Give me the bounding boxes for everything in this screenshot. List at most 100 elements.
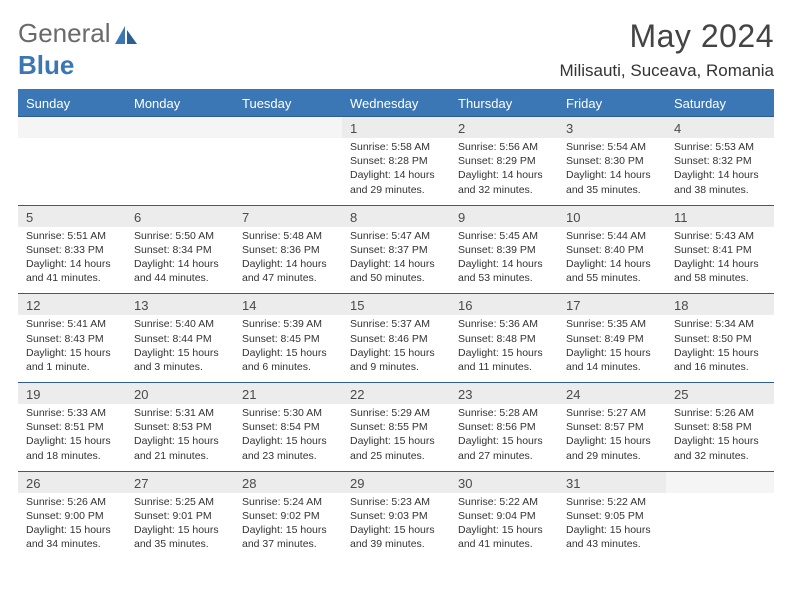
day-number-cell: 4 bbox=[666, 116, 774, 138]
day-number-cell: 3 bbox=[558, 116, 666, 138]
day-number-cell: 10 bbox=[558, 205, 666, 227]
sunrise-line: Sunrise: 5:39 AM bbox=[242, 317, 334, 331]
sunrise-line: Sunrise: 5:30 AM bbox=[242, 406, 334, 420]
daylight-line: Daylight: 15 hours and 39 minutes. bbox=[350, 523, 442, 551]
calendar-body: 1234Sunrise: 5:58 AMSunset: 8:28 PMDayli… bbox=[18, 116, 774, 559]
day-detail-cell: Sunrise: 5:22 AMSunset: 9:05 PMDaylight:… bbox=[558, 493, 666, 560]
day-number-cell bbox=[18, 116, 126, 138]
day-detail-cell: Sunrise: 5:44 AMSunset: 8:40 PMDaylight:… bbox=[558, 227, 666, 294]
sunrise-line: Sunrise: 5:44 AM bbox=[566, 229, 658, 243]
day-detail-cell: Sunrise: 5:58 AMSunset: 8:28 PMDaylight:… bbox=[342, 138, 450, 205]
day-detail-cell: Sunrise: 5:34 AMSunset: 8:50 PMDaylight:… bbox=[666, 315, 774, 382]
sunset-line: Sunset: 8:58 PM bbox=[674, 420, 766, 434]
daylight-line: Daylight: 14 hours and 47 minutes. bbox=[242, 257, 334, 285]
sunrise-line: Sunrise: 5:35 AM bbox=[566, 317, 658, 331]
sunset-line: Sunset: 8:37 PM bbox=[350, 243, 442, 257]
day-number-cell: 19 bbox=[18, 382, 126, 404]
day-number-cell: 5 bbox=[18, 205, 126, 227]
day-detail-cell bbox=[234, 138, 342, 205]
sunset-line: Sunset: 9:02 PM bbox=[242, 509, 334, 523]
day-number-cell: 29 bbox=[342, 471, 450, 493]
day-detail-cell: Sunrise: 5:26 AMSunset: 9:00 PMDaylight:… bbox=[18, 493, 126, 560]
day-number-cell: 13 bbox=[126, 293, 234, 315]
daylight-line: Daylight: 15 hours and 21 minutes. bbox=[134, 434, 226, 462]
dow-cell: Wednesday bbox=[342, 91, 450, 116]
day-number-cell: 15 bbox=[342, 293, 450, 315]
daylight-line: Daylight: 15 hours and 1 minute. bbox=[26, 346, 118, 374]
week-detail-row: Sunrise: 5:26 AMSunset: 9:00 PM Daylight:… bbox=[18, 493, 774, 560]
sunrise-line: Sunrise: 5:24 AM bbox=[242, 495, 334, 509]
daylight-line: Daylight: 15 hours and 41 minutes. bbox=[458, 523, 550, 551]
daylight-line: Daylight: 15 hours and 29 minutes. bbox=[566, 434, 658, 462]
daylight-line: Daylight: 14 hours and 38 minutes. bbox=[674, 168, 766, 196]
week-detail-row: Sunrise: 5:58 AMSunset: 8:28 PMDaylight:… bbox=[18, 138, 774, 205]
daylight-line: Daylight: 15 hours and 14 minutes. bbox=[566, 346, 658, 374]
daylight-line: Daylight: 15 hours and 9 minutes. bbox=[350, 346, 442, 374]
sunrise-line: Sunrise: 5:26 AM bbox=[674, 406, 766, 420]
day-number-cell bbox=[126, 116, 234, 138]
sunrise-line: Sunrise: 5:47 AM bbox=[350, 229, 442, 243]
sunrise-line: Sunrise: 5:45 AM bbox=[458, 229, 550, 243]
daylight-line: Daylight: 14 hours and 29 minutes. bbox=[350, 168, 442, 196]
day-detail-cell: Sunrise: 5:51 AMSunset: 8:33 PMDaylight:… bbox=[18, 227, 126, 294]
dow-cell: Friday bbox=[558, 91, 666, 116]
sunset-line: Sunset: 8:41 PM bbox=[674, 243, 766, 257]
day-detail-cell: Sunrise: 5:41 AMSunset: 8:43 PMDaylight:… bbox=[18, 315, 126, 382]
sunrise-line: Sunrise: 5:40 AM bbox=[134, 317, 226, 331]
sunset-line: Sunset: 8:29 PM bbox=[458, 154, 550, 168]
day-detail-cell bbox=[18, 138, 126, 205]
brand-part1: General bbox=[18, 18, 111, 49]
day-detail-cell: Sunrise: 5:50 AMSunset: 8:34 PMDaylight:… bbox=[126, 227, 234, 294]
sunrise-line: Sunrise: 5:22 AM bbox=[458, 495, 550, 509]
dow-cell: Thursday bbox=[450, 91, 558, 116]
sunset-line: Sunset: 8:48 PM bbox=[458, 332, 550, 346]
sunrise-line: Sunrise: 5:26 AM bbox=[26, 495, 118, 509]
sunrise-line: Sunrise: 5:33 AM bbox=[26, 406, 118, 420]
sunset-line: Sunset: 8:33 PM bbox=[26, 243, 118, 257]
daylight-line: Daylight: 14 hours and 35 minutes. bbox=[566, 168, 658, 196]
sunset-line: Sunset: 8:55 PM bbox=[350, 420, 442, 434]
day-detail-cell: Sunrise: 5:23 AMSunset: 9:03 PMDaylight:… bbox=[342, 493, 450, 560]
day-number-cell: 31 bbox=[558, 471, 666, 493]
day-detail-cell: Sunrise: 5:47 AMSunset: 8:37 PMDaylight:… bbox=[342, 227, 450, 294]
day-detail-cell: Sunrise: 5:27 AMSunset: 8:57 PMDaylight:… bbox=[558, 404, 666, 471]
day-detail-cell: Sunrise: 5:45 AMSunset: 8:39 PMDaylight:… bbox=[450, 227, 558, 294]
sunrise-line: Sunrise: 5:58 AM bbox=[350, 140, 442, 154]
week-detail-row: Sunrise: 5:33 AMSunset: 8:51 PM Daylight:… bbox=[18, 404, 774, 471]
sunset-line: Sunset: 8:51 PM bbox=[26, 420, 118, 434]
day-number-cell bbox=[234, 116, 342, 138]
sunset-line: Sunset: 8:49 PM bbox=[566, 332, 658, 346]
day-detail-cell: Sunrise: 5:31 AMSunset: 8:53 PMDaylight:… bbox=[126, 404, 234, 471]
sunrise-line: Sunrise: 5:43 AM bbox=[674, 229, 766, 243]
sunset-line: Sunset: 9:00 PM bbox=[26, 509, 118, 523]
sunset-line: Sunset: 8:32 PM bbox=[674, 154, 766, 168]
day-detail-cell: Sunrise: 5:56 AMSunset: 8:29 PMDaylight:… bbox=[450, 138, 558, 205]
day-number-cell: 9 bbox=[450, 205, 558, 227]
sunrise-line: Sunrise: 5:41 AM bbox=[26, 317, 118, 331]
day-detail-cell: Sunrise: 5:36 AMSunset: 8:48 PMDaylight:… bbox=[450, 315, 558, 382]
day-detail-cell: Sunrise: 5:39 AMSunset: 8:45 PMDaylight:… bbox=[234, 315, 342, 382]
calendar: SundayMondayTuesdayWednesdayThursdayFrid… bbox=[18, 89, 774, 559]
day-detail-cell: Sunrise: 5:40 AMSunset: 8:44 PMDaylight:… bbox=[126, 315, 234, 382]
daylight-line: Daylight: 14 hours and 32 minutes. bbox=[458, 168, 550, 196]
sunset-line: Sunset: 8:30 PM bbox=[566, 154, 658, 168]
day-detail-cell: Sunrise: 5:48 AMSunset: 8:36 PMDaylight:… bbox=[234, 227, 342, 294]
day-number-cell: 26 bbox=[18, 471, 126, 493]
day-number-cell: 16 bbox=[450, 293, 558, 315]
day-number-cell: 11 bbox=[666, 205, 774, 227]
day-number-cell: 20 bbox=[126, 382, 234, 404]
day-detail-cell bbox=[666, 493, 774, 560]
dow-cell: Tuesday bbox=[234, 91, 342, 116]
sunrise-line: Sunrise: 5:36 AM bbox=[458, 317, 550, 331]
brand-sail-icon bbox=[113, 18, 139, 49]
day-detail-cell: Sunrise: 5:30 AMSunset: 8:54 PMDaylight:… bbox=[234, 404, 342, 471]
daylight-line: Daylight: 15 hours and 25 minutes. bbox=[350, 434, 442, 462]
sunset-line: Sunset: 9:05 PM bbox=[566, 509, 658, 523]
sunrise-line: Sunrise: 5:22 AM bbox=[566, 495, 658, 509]
sunrise-line: Sunrise: 5:51 AM bbox=[26, 229, 118, 243]
sunrise-line: Sunrise: 5:23 AM bbox=[350, 495, 442, 509]
sunset-line: Sunset: 8:53 PM bbox=[134, 420, 226, 434]
day-detail-cell: Sunrise: 5:43 AMSunset: 8:41 PMDaylight:… bbox=[666, 227, 774, 294]
daylight-line: Daylight: 15 hours and 37 minutes. bbox=[242, 523, 334, 551]
sunset-line: Sunset: 8:40 PM bbox=[566, 243, 658, 257]
